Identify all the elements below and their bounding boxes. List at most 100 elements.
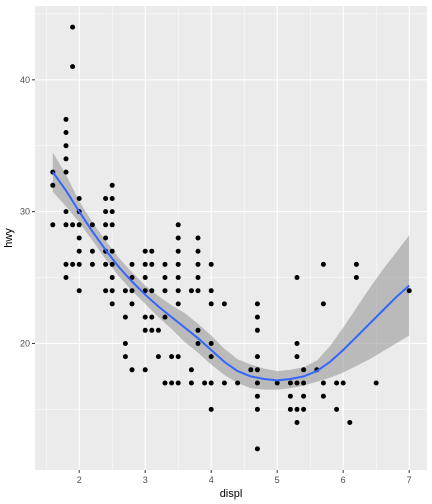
data-point [274,380,280,386]
data-point [208,288,214,294]
data-point [70,261,76,267]
data-point [221,301,227,307]
data-point [175,275,181,280]
data-point [353,261,359,267]
data-point [142,248,148,254]
data-point [254,406,260,412]
x-tick-label: 3 [143,475,148,485]
data-point [63,222,69,228]
data-point [63,209,69,215]
data-point [76,235,82,241]
data-point [254,446,260,452]
x-axis: 2 3 4 5 6 7 [77,470,412,485]
data-point [208,380,214,386]
data-point [63,156,69,162]
data-point [188,380,194,386]
data-point [109,288,115,294]
data-point [169,380,175,386]
data-point [208,301,214,307]
data-point [162,261,168,267]
data-point [301,406,307,412]
data-point [320,393,326,399]
data-point [373,380,379,386]
data-point [254,380,260,386]
data-point [70,64,76,70]
data-point [70,24,76,30]
data-point [109,209,115,215]
data-point [175,380,181,386]
data-point [254,354,260,360]
data-point [254,327,260,333]
data-point [248,367,254,373]
data-point [109,196,115,201]
data-point [103,261,109,267]
data-point [103,209,109,215]
data-point [149,261,155,267]
data-point [294,380,300,386]
data-point [340,380,346,386]
data-point [287,406,293,412]
data-point [353,275,359,280]
smooth-line [51,171,410,382]
data-point [294,341,300,346]
data-point [70,222,76,228]
data-point [320,380,326,386]
x-tick-label: 7 [407,475,412,485]
data-points [50,24,412,452]
data-point [175,301,181,307]
data-point [254,301,260,307]
data-point [89,261,95,267]
data-point [334,380,340,386]
data-point [50,222,56,228]
data-point [149,288,155,294]
data-point [122,354,128,360]
y-tick-label: 30 [20,207,30,217]
data-point [103,222,109,228]
data-point [221,380,227,386]
data-point [195,261,201,267]
data-point [142,288,148,294]
data-point [175,235,181,241]
x-tick-label: 2 [77,475,82,485]
data-point [162,275,168,280]
x-axis-title: displ [220,488,243,500]
data-point [301,367,307,373]
data-point [129,301,135,307]
data-point [195,275,201,280]
data-point [109,182,115,188]
data-point [208,354,214,360]
data-point [175,261,181,267]
data-point [142,261,148,267]
data-point [142,314,148,320]
data-point [142,275,148,280]
data-point [320,261,326,267]
data-point [50,182,56,188]
data-point [76,196,82,201]
data-point [294,275,300,280]
data-point [129,367,135,373]
data-point [195,235,201,241]
data-point [63,116,69,122]
data-point [188,367,194,373]
data-point [175,222,181,228]
data-point [208,406,214,412]
data-point [109,275,115,280]
y-tick-label: 20 [20,338,30,348]
data-point [301,393,307,399]
data-point [254,367,260,373]
data-point [287,393,293,399]
data-point [254,393,260,399]
data-point [175,288,181,294]
data-point [195,288,201,294]
data-point [89,222,95,228]
data-point [155,354,161,360]
data-point [109,261,115,267]
data-point [195,248,201,254]
data-point [294,406,300,412]
data-point [122,288,128,294]
y-axis-title: hwy [3,228,15,248]
data-point [103,235,109,241]
data-point [162,288,168,294]
data-point [208,261,214,267]
data-point [301,380,307,386]
